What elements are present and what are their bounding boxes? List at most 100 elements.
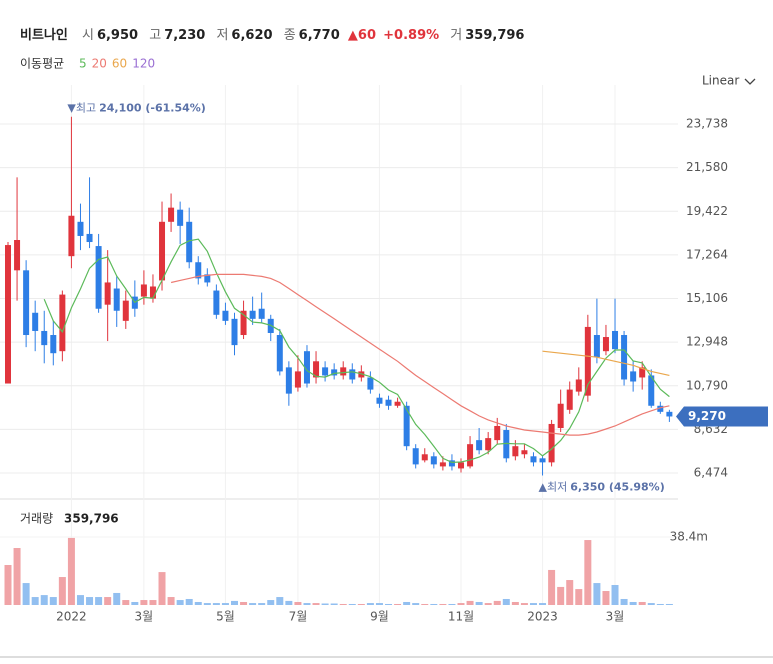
candle-body [621, 335, 628, 380]
candle-body [657, 405, 664, 412]
candle-body [412, 448, 419, 465]
volume-bar [638, 601, 646, 605]
volume-bar [185, 598, 193, 605]
volume-bar [303, 603, 311, 605]
quote-value: 6,620 [231, 28, 273, 43]
stock-name: 비트나인 [20, 28, 68, 43]
candle-body [68, 215, 75, 257]
candle-body [557, 403, 564, 429]
volume-bar [611, 585, 619, 605]
volume-bar [140, 600, 148, 605]
candle-body [50, 335, 57, 354]
candle-body [467, 444, 474, 467]
candle-body [213, 290, 220, 315]
legend-entry: 5 [79, 57, 87, 71]
volume-bar [49, 597, 57, 605]
ma-title: 이동평균 [20, 57, 64, 71]
candle-body [322, 367, 329, 376]
scale-label[interactable]: Linear [702, 74, 739, 88]
scale-chevron[interactable] [744, 78, 756, 85]
y-tick-label: 12,948 [686, 335, 728, 349]
y-tick-label: 6,474 [694, 465, 728, 479]
volume-bar [366, 603, 374, 605]
volume-bar [67, 537, 75, 605]
volume-bar [330, 603, 338, 605]
volume-bar [348, 603, 356, 605]
candle-body [41, 330, 48, 346]
annotation-value: 24,100 (-61.54%) [99, 102, 206, 115]
candle-body [394, 401, 401, 406]
last-price-tag [676, 406, 768, 427]
candle-body [612, 330, 619, 350]
volume-bar [385, 603, 393, 605]
volume-bar [113, 592, 121, 605]
candle-body [122, 300, 129, 321]
volume-bar [240, 601, 248, 605]
quote-value: 6,950 [96, 28, 139, 43]
candle-body [458, 462, 464, 469]
volume-bar [575, 589, 583, 605]
candle-body [439, 462, 446, 467]
legend-entry: 60 [112, 57, 127, 71]
candle-body [503, 430, 510, 459]
candle-body [376, 397, 383, 404]
volume-total: 359,796 [64, 512, 119, 526]
volume-value: 359,796 [465, 28, 525, 43]
volume-bar [312, 603, 320, 605]
x-tick-label: 3월 [135, 610, 154, 624]
volume-bar [104, 597, 112, 605]
candle-body [222, 310, 229, 321]
volume-bar [176, 600, 184, 605]
volume-bar [584, 540, 592, 605]
candle-body [14, 240, 21, 271]
candle-body [258, 308, 265, 319]
candle-body [249, 310, 256, 319]
x-tick-label: 2023 [527, 610, 558, 624]
volume-bar [267, 600, 275, 605]
x-tick-label: 9월 [370, 610, 389, 624]
change-pct: +0.89% [383, 28, 440, 43]
moving-average-line [170, 273, 670, 436]
volume-bar [167, 597, 175, 605]
x-tick-label: 5월 [216, 610, 235, 624]
x-tick-label: 2022 [56, 610, 87, 624]
quote-label: 저 [216, 28, 229, 43]
volume-bar [566, 580, 574, 605]
candle-body [331, 369, 338, 376]
candle-body [521, 450, 528, 455]
volume-bar [539, 603, 547, 605]
y-tick-label: 15,106 [686, 291, 728, 305]
volume-bar [602, 591, 610, 605]
candle-body [5, 245, 11, 384]
volume-title: 거래량 [20, 512, 53, 526]
annotation-value: 6,350 (45.98%) [570, 481, 665, 494]
y-tick-label: 19,422 [686, 204, 728, 218]
scale-toggle[interactable]: Linear [702, 74, 756, 88]
volume-tick-label: 38.4m [670, 530, 708, 544]
extreme-annotation: ▲최저 6,350 (45.98%) [539, 481, 665, 494]
volume-bar [31, 597, 39, 605]
candle-body [566, 389, 573, 410]
volume-bar [529, 603, 537, 605]
volume-bar [76, 595, 84, 605]
candle-body [23, 270, 30, 336]
candle-body [602, 337, 609, 352]
volume-bar [194, 601, 202, 605]
annotation-label: ▼최고 [67, 102, 96, 115]
volume-bar [665, 603, 673, 605]
candle-body [494, 425, 501, 441]
y-tick-label: 10,790 [686, 378, 728, 392]
candle-body [113, 288, 120, 311]
candle-body [575, 379, 582, 392]
candle-body [186, 221, 193, 263]
candle-body [403, 405, 410, 447]
volume-bar [158, 572, 166, 605]
volume-bar [58, 577, 66, 605]
candle-body [195, 262, 202, 279]
volume-bar [439, 603, 447, 605]
volume-bar [122, 600, 130, 605]
candle-body [512, 446, 519, 457]
volume-bar [493, 600, 501, 605]
candle-body [349, 369, 356, 380]
